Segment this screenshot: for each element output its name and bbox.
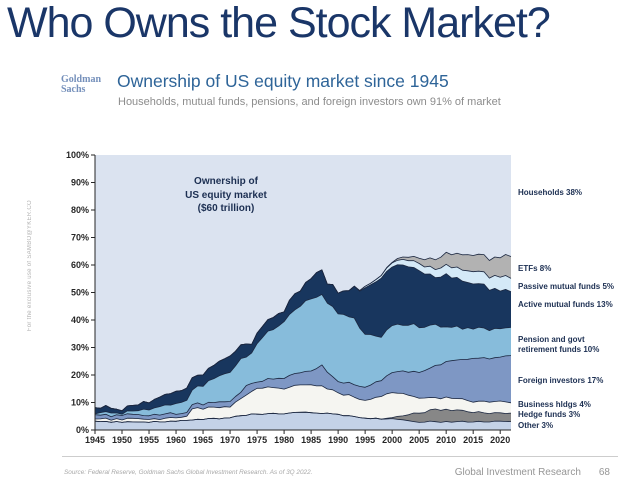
x-tick-label: 1945 xyxy=(85,435,105,445)
legend-active-mutual-funds: Active mutual funds 13% xyxy=(518,300,613,309)
stacked-area-chart: 0% 10% 20% 30% 40% 50% 60% 70% 80% 90% 100% 1945 195… xyxy=(66,150,512,445)
passive-mutual-funds-area xyxy=(95,259,511,411)
x-tick-label: 1980 xyxy=(274,435,294,445)
legend-pension-funds: Pension and govt retirement funds 10% xyxy=(518,335,600,354)
y-tick-label: 50% xyxy=(71,288,89,298)
x-tick-label: 2005 xyxy=(409,435,429,445)
slide-title: Who Owns the Stock Market? xyxy=(7,0,551,47)
hedge-funds-area xyxy=(95,409,511,423)
x-tick-label: 1975 xyxy=(247,435,267,445)
annotation-line-3: ($60 trillion) xyxy=(197,203,255,214)
page-number: 68 xyxy=(598,467,610,478)
y-tick-label: 10% xyxy=(71,398,89,408)
x-tick-label: 1950 xyxy=(112,435,132,445)
x-tick-label: 2000 xyxy=(382,435,402,445)
y-tick-label: 40% xyxy=(71,315,89,325)
y-tick-label: 80% xyxy=(71,205,89,215)
legend-business-hldgs: Business hldgs 4% xyxy=(518,400,591,409)
legend-other: Other 3% xyxy=(518,421,554,430)
business-hldgs-outline xyxy=(94,384,512,421)
x-tick-label: 1965 xyxy=(193,435,213,445)
chart-area: 0% 10% 20% 30% 40% 50% 60% 70% 80% 90% 100% 1945 195… xyxy=(46,142,622,448)
logo-line-2: Sachs xyxy=(61,84,86,95)
y-tick-label: 20% xyxy=(71,370,89,380)
logo-line-1: Goldman xyxy=(61,74,102,85)
x-tick-label: 1960 xyxy=(166,435,186,445)
x-tick-label: 2020 xyxy=(490,435,510,445)
business-hldgs-area xyxy=(95,384,511,423)
etfs-outline xyxy=(94,251,512,412)
pension-funds-outline xyxy=(94,293,512,415)
footer-divider xyxy=(62,456,618,457)
y-tick-label: 60% xyxy=(71,260,89,270)
slide-footer: Global Investment Research 68 xyxy=(455,467,610,478)
legend-passive-mutual-funds: Passive mutual funds 5% xyxy=(518,282,615,291)
x-tick-label: 1995 xyxy=(355,435,375,445)
y-tick-label: 30% xyxy=(71,343,89,353)
legend-hedge-funds: Hedge funds 3% xyxy=(518,410,581,419)
x-tick-label: 1970 xyxy=(220,435,240,445)
active-mutual-funds-area xyxy=(95,264,511,415)
footer-division: Global Investment Research xyxy=(454,467,581,478)
y-tick-label: 100% xyxy=(66,150,89,160)
legend-foreign-investors: Foreign investors 17% xyxy=(518,376,604,385)
x-tick-label: 2015 xyxy=(463,435,483,445)
etfs-area xyxy=(95,252,511,411)
foreign-investors-area xyxy=(95,355,511,421)
annotation-line-2: US equity market xyxy=(185,189,267,201)
hedge-funds-outline xyxy=(94,408,512,423)
chart-annotation: Ownership of US equity market ($60 trill… xyxy=(151,175,301,216)
legend-households: Households 38% xyxy=(518,188,583,197)
x-tick-label: 1955 xyxy=(139,435,159,445)
exclusive-use-watermark: For the exclusive use of SAMBO@YKER.CO xyxy=(27,200,33,332)
other-area xyxy=(95,412,511,430)
x-tick-label: 1985 xyxy=(301,435,321,445)
x-tick-label: 1990 xyxy=(328,435,348,445)
source-note: Source: Federal Reserve, Goldman Sachs G… xyxy=(64,469,313,476)
foreign-investors-outline xyxy=(94,355,512,418)
annotation-line-1: Ownership of xyxy=(194,176,258,187)
y-tick-label: 90% xyxy=(71,178,89,188)
legend-etfs: ETFs 8% xyxy=(518,264,552,273)
y-tick-label: 0% xyxy=(76,425,89,435)
chart-heading: Ownership of US equity market since 1945 xyxy=(117,71,449,91)
y-tick-label: 70% xyxy=(71,233,89,243)
goldman-sachs-logo: Goldman Sachs xyxy=(61,75,101,95)
x-tick-label: 2010 xyxy=(436,435,456,445)
chart-subheading: Households, mutual funds, pensions, and … xyxy=(118,96,501,108)
